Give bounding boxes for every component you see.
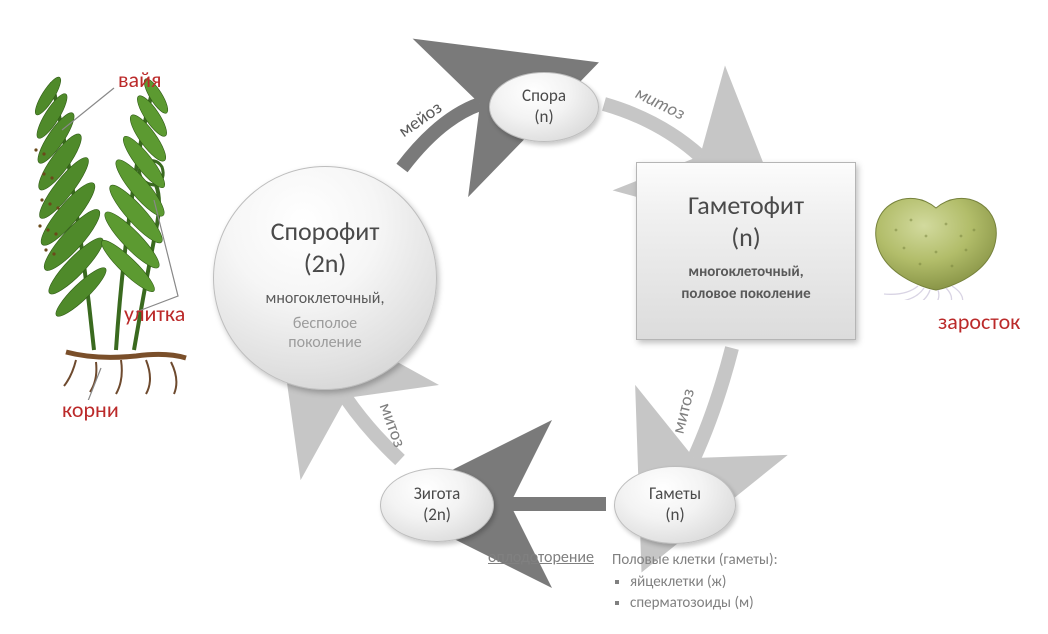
- gamete-desc-item1: яйцеклетки (ж): [630, 572, 872, 592]
- gamete-desc-item2: сперматозоиды (м): [630, 593, 872, 613]
- spore-l2: (n): [490, 106, 598, 127]
- gametophyte-sub2: половое поколение: [637, 285, 855, 303]
- sporophyte-sub2-l2: поколение: [288, 333, 361, 352]
- sporophyte-sub2-l1: бесполое: [293, 314, 357, 333]
- node-zygote: Зигота (2n): [380, 468, 494, 542]
- diagram-stage: мейоз митоз митоз митоз оплодоторение Сп…: [0, 0, 1048, 634]
- gametophyte-ploidy: (n): [637, 221, 855, 253]
- label-frond: вайя: [118, 66, 161, 93]
- label-prothallus: заросток: [938, 308, 1020, 335]
- gametophyte-sub1: многоклеточный,: [637, 263, 855, 281]
- fern-illustration: [6, 50, 226, 400]
- node-gametophyte: Гаметофит (n) многоклеточный, половое по…: [636, 162, 856, 340]
- sporophyte-ploidy: (2n): [304, 247, 347, 279]
- label-roots: корни: [62, 396, 119, 423]
- zygote-l2: (2n): [381, 504, 493, 525]
- node-spore: Спора (n): [489, 72, 599, 142]
- gametes-l2: (n): [615, 504, 735, 525]
- arrow-mitosis-2: [694, 348, 732, 458]
- label-fiddlehead: улитка: [124, 300, 185, 327]
- node-sporophyte: Спорофит(2n) многоклеточный, бесполоепок…: [213, 166, 437, 390]
- prothallus-illustration: [866, 190, 1006, 300]
- sporophyte-sub1: многоклеточный,: [214, 289, 436, 308]
- node-gametes: Гаметы (n): [614, 466, 736, 544]
- gametophyte-title: Гаметофит: [637, 189, 855, 221]
- gamete-description: Половые клетки (гаметы): яйцеклетки (ж) …: [612, 550, 872, 613]
- spore-l1: Спора: [490, 85, 598, 106]
- gamete-desc-header: Половые клетки (гаметы):: [612, 550, 872, 570]
- label-fertilization: оплодоторение: [488, 548, 594, 567]
- gametes-l1: Гаметы: [615, 483, 735, 504]
- sporophyte-title: Спорофит: [271, 215, 380, 247]
- zygote-l1: Зигота: [381, 483, 493, 504]
